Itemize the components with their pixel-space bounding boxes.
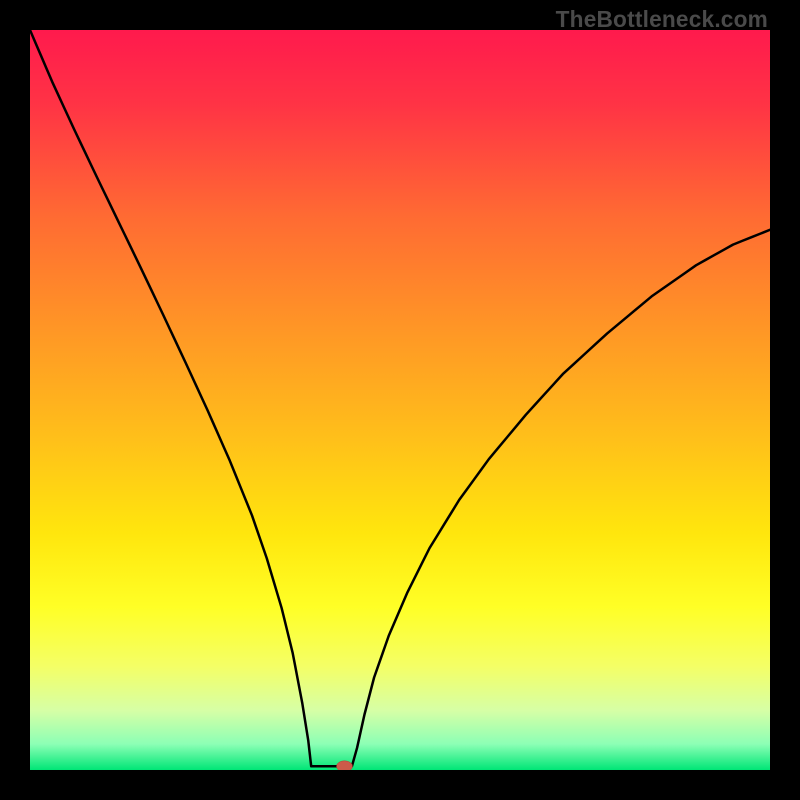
gradient-background xyxy=(30,30,770,770)
plot-area xyxy=(30,30,770,770)
minimum-marker xyxy=(337,761,353,770)
watermark-text: TheBottleneck.com xyxy=(556,6,768,33)
plot-svg xyxy=(30,30,770,770)
chart-frame: TheBottleneck.com xyxy=(0,0,800,800)
